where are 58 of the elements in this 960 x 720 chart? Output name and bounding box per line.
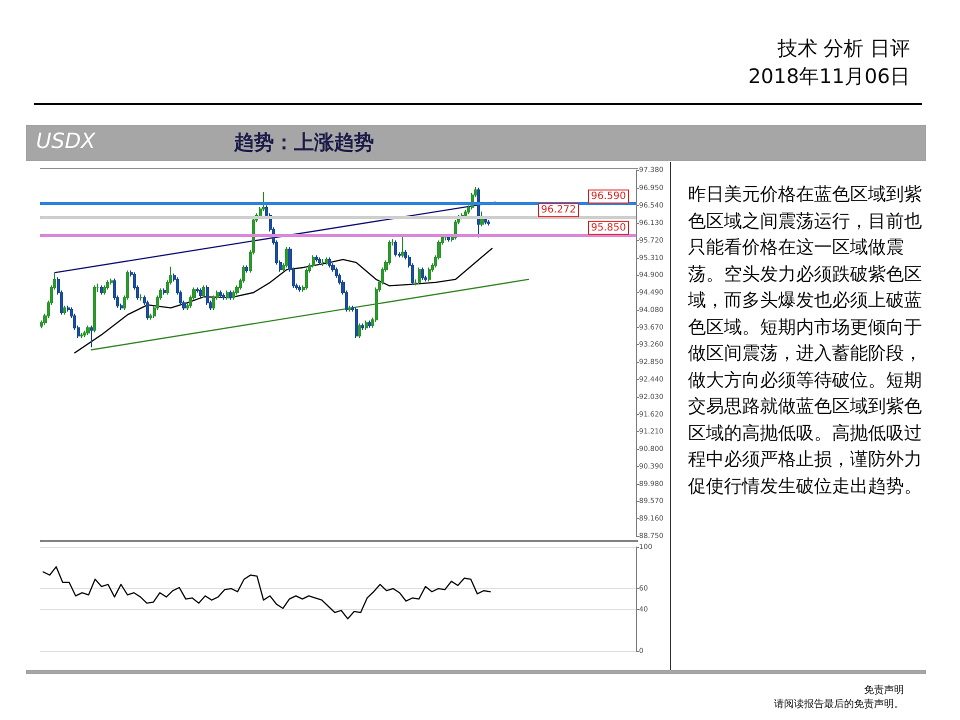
candlestick (100, 284, 103, 296)
ref-line-label: 96.272 (541, 204, 576, 216)
candlestick (202, 284, 205, 298)
candlestick (103, 284, 106, 296)
candlestick (219, 290, 222, 298)
candlestick (355, 306, 358, 338)
candlestick (418, 267, 421, 286)
line-series (42, 566, 491, 620)
chart-title: USDX (36, 129, 96, 153)
candlestick (315, 254, 318, 262)
ref-line-label: 96.590 (591, 191, 626, 202)
candlestick (110, 278, 113, 286)
ref-line-label: 95.850 (591, 222, 626, 234)
candlestick (322, 258, 325, 266)
candlestick (401, 234, 404, 258)
candlestick (139, 294, 143, 302)
candlestick (298, 284, 301, 292)
chart-subtitle: 趋势：上涨趋势 (234, 129, 374, 156)
candlestick (163, 288, 166, 296)
candlestick (358, 323, 361, 338)
candlestick (484, 216, 487, 225)
candlestick (365, 320, 368, 330)
candlestick (80, 332, 83, 338)
candlestick (428, 267, 431, 282)
candlestick (86, 325, 90, 336)
candlestick (90, 325, 93, 348)
candlestick (229, 290, 232, 300)
candlestick (222, 292, 225, 300)
text: 2018年11月06日 (748, 63, 910, 90)
text: 技术 分析 日评 (776, 35, 910, 62)
candlestick (325, 256, 328, 266)
candlestick (447, 234, 450, 242)
candlestick (312, 254, 315, 268)
candlestick (328, 256, 331, 268)
candlestick (63, 305, 66, 316)
candlestick (199, 288, 202, 298)
candlestick (93, 284, 96, 333)
candlestick (464, 209, 467, 218)
candlestick (348, 305, 351, 312)
text: 免责声明 (863, 684, 904, 698)
candlestick (480, 211, 484, 227)
candlestick (285, 246, 288, 268)
line-series (74, 248, 493, 354)
text: 昨日美元价格在蓝色区域到紫色区域之间震荡运行，目前也只能看价格在这一区域做震荡。空头发力必须跌破紫色区域，而多头爆发也必须上破蓝色区域。短期内市场更倾向于做区间震荡，进入蓄能阶段，做大方向必须等待破位。短期交易思路就做蓝色区域到紫色区域的高抛低吸。高抛低吸过程中必须严格止损，谨防外力促使行情发生破位走出趋势。 (688, 184, 922, 496)
candlestick (196, 286, 199, 294)
candlestick (305, 268, 308, 290)
candlestick (245, 264, 248, 274)
candlestick (262, 192, 265, 212)
candlestick (394, 240, 397, 258)
candlestick (368, 320, 371, 328)
candlestick (487, 220, 490, 226)
candlestick (106, 280, 109, 290)
candlestick (226, 290, 229, 300)
candlestick (318, 256, 321, 266)
text: 请阅读报告最后的免责声明。 (774, 698, 904, 712)
candlestick (232, 290, 235, 300)
candlestick (421, 267, 424, 280)
candlestick (361, 323, 364, 330)
